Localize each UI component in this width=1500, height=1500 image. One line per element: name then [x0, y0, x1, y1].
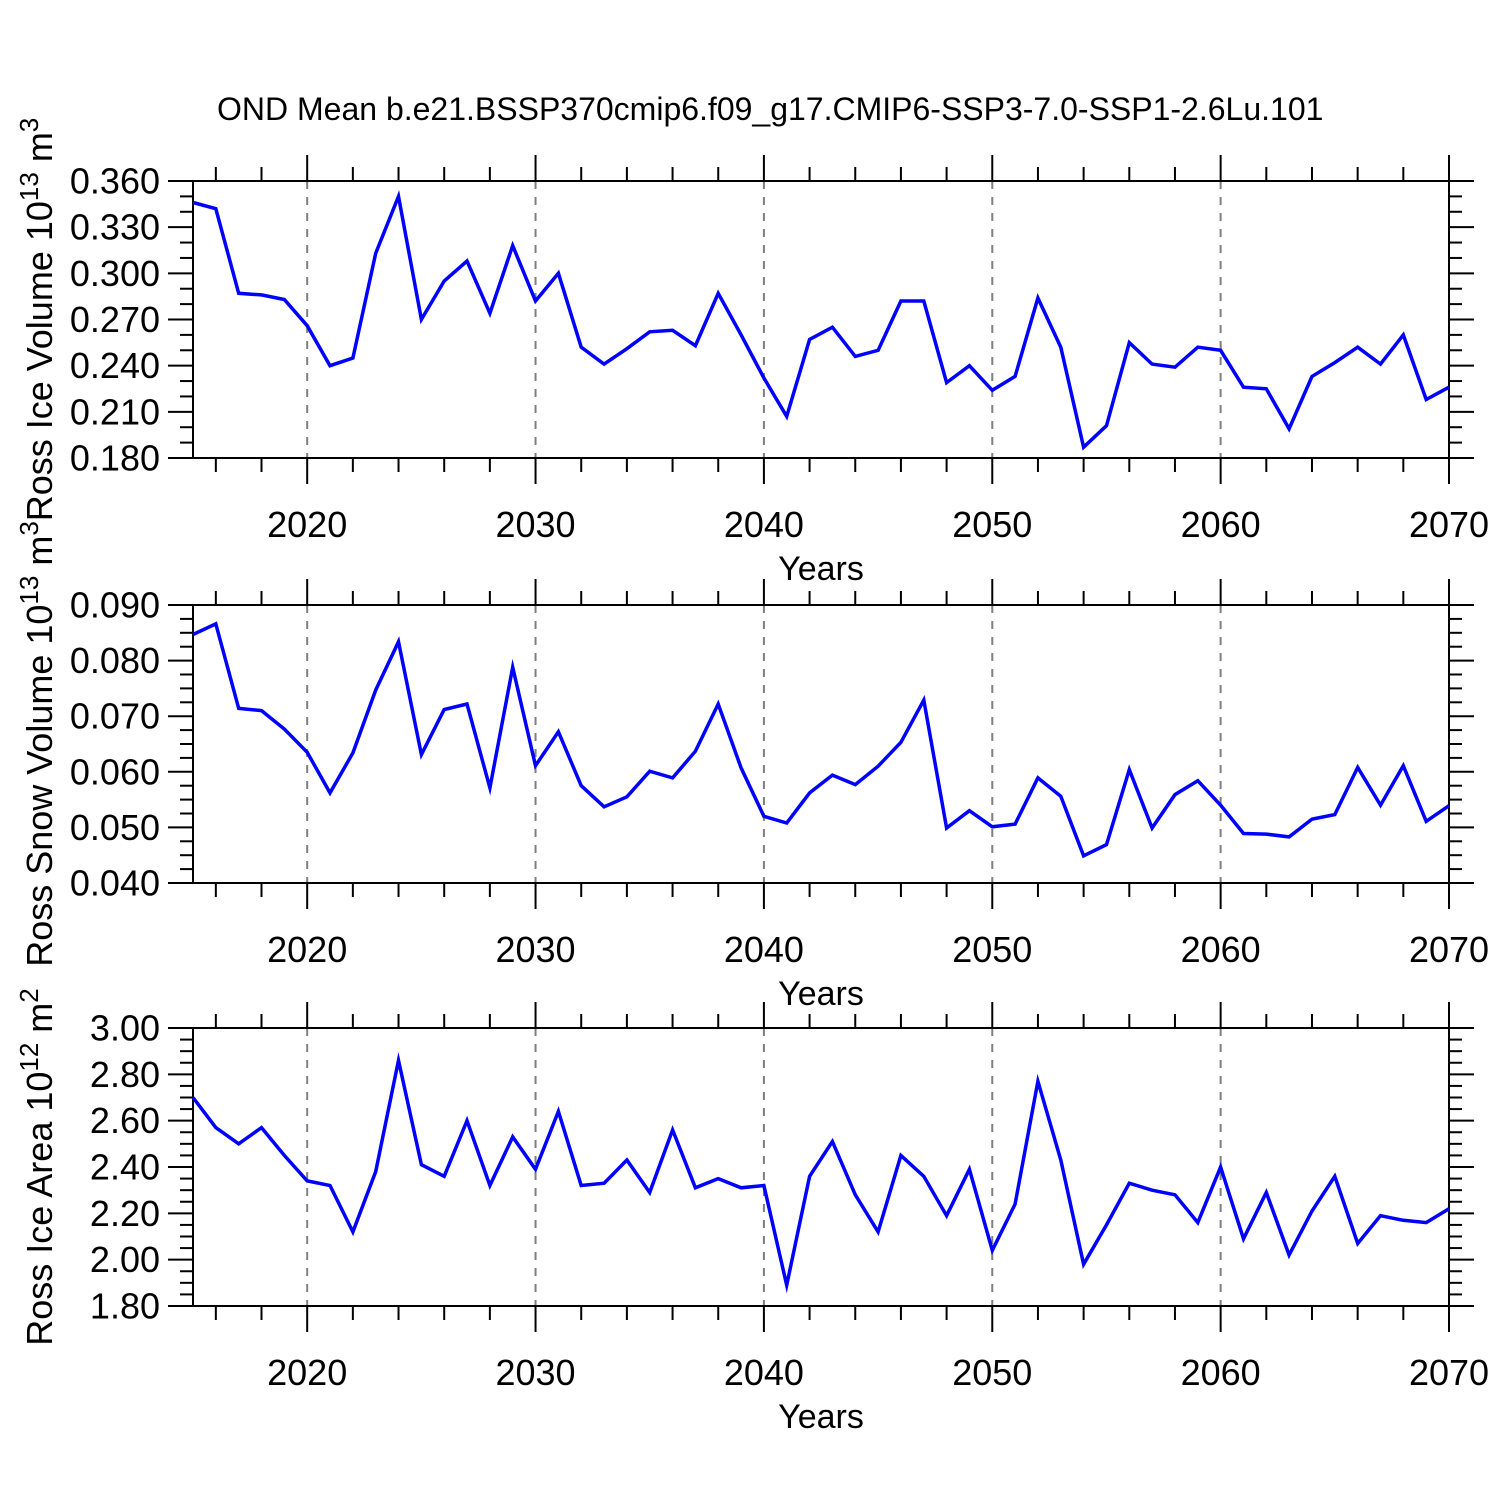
- panel-3: 2020 2030 2040 2050 2060 2070 1.80 2.00 2.20 2.40…: [14, 988, 1489, 1436]
- series-line-panel-1: [192, 190, 1450, 451]
- y-axis-title-sup: 13: [14, 576, 44, 605]
- x-tick-label-2040: 2040: [724, 504, 804, 545]
- x-tick-label-2070: 2070: [1409, 504, 1489, 545]
- x-tick-label-2050: 2050: [952, 1352, 1032, 1393]
- y-axis-title-sup: 13: [14, 172, 44, 201]
- y-axis-title-text: m: [19, 536, 60, 576]
- x-tick-label-2070: 2070: [1409, 929, 1489, 970]
- y-axis-title: Ross Ice Area 1012 m2: [14, 988, 60, 1346]
- x-tick-label-2020: 2020: [267, 1352, 347, 1393]
- plot-frame: [192, 604, 1450, 884]
- y-axis-title-sup: 2: [14, 988, 44, 1002]
- x-tick-label-2030: 2030: [495, 504, 575, 545]
- y-axis-title-text: m: [19, 1003, 60, 1043]
- y-axis-title-text: Ross Ice Area 10: [19, 1072, 60, 1346]
- y-tick-label-0.210: 0.210: [70, 391, 160, 432]
- y-tick-label-0.040: 0.040: [70, 863, 160, 904]
- y-axis-title-sup: 12: [14, 1043, 44, 1072]
- x-tick-label-2020: 2020: [267, 504, 347, 545]
- x-tick-label-2030: 2030: [495, 929, 575, 970]
- y-axis-title-text: Ross Snow Volume 10: [19, 605, 60, 967]
- y-tick-label-0.360: 0.360: [70, 161, 160, 202]
- x-tick-label-2060: 2060: [1181, 504, 1261, 545]
- panel-1: 2020 2030 2040 2050 2060 2070 0.180 0.210 0.240 0…: [14, 118, 1489, 588]
- x-axis-title: Years: [778, 975, 864, 1013]
- x-tick-label-2060: 2060: [1181, 929, 1261, 970]
- x-tick-label-2050: 2050: [952, 929, 1032, 970]
- y-axis-title-sup: 3: [14, 521, 44, 535]
- y-tick-label-2.80: 2.80: [90, 1054, 160, 1095]
- y-tick-label-0.300: 0.300: [70, 253, 160, 294]
- y-axis-title-text: m: [19, 132, 60, 172]
- plot-frame: [192, 1027, 1450, 1307]
- series-line-panel-2: [192, 621, 1450, 859]
- y-tick-label-2.00: 2.00: [90, 1239, 160, 1280]
- y-axis-title: Ross Ice Volume 1013 m3: [14, 118, 60, 522]
- x-tick-label-2050: 2050: [952, 504, 1032, 545]
- y-axis-title: Ross Snow Volume 1013 m3: [14, 521, 60, 967]
- y-tick-label-0.240: 0.240: [70, 345, 160, 386]
- series-line-panel-3: [191, 1051, 1450, 1294]
- y-axis-title-sup: 3: [14, 118, 44, 132]
- panel-2: 2020 2030 2040 2050 2060 2070 0.040 0.050 0.060 0…: [14, 521, 1489, 1013]
- y-tick-label-0.050: 0.050: [70, 807, 160, 848]
- y-tick-label-2.40: 2.40: [90, 1147, 160, 1188]
- plot-frame: [192, 180, 1450, 459]
- y-tick-label-2.20: 2.20: [90, 1193, 160, 1234]
- x-tick-label-2070: 2070: [1409, 1352, 1489, 1393]
- y-tick-label-0.270: 0.270: [70, 299, 160, 340]
- y-tick-label-0.180: 0.180: [70, 438, 160, 479]
- x-axis-title: Years: [778, 1398, 864, 1436]
- y-tick-label-1.80: 1.80: [90, 1286, 160, 1327]
- y-tick-label-0.070: 0.070: [70, 696, 160, 737]
- y-tick-label-0.330: 0.330: [70, 207, 160, 248]
- y-axis-title-text: Ross Ice Volume 10: [19, 201, 60, 521]
- y-tick-label-2.60: 2.60: [90, 1100, 160, 1141]
- x-tick-label-2030: 2030: [495, 1352, 575, 1393]
- x-tick-label-2060: 2060: [1181, 1352, 1261, 1393]
- y-tick-label-0.060: 0.060: [70, 751, 160, 792]
- y-tick-label-3.00: 3.00: [90, 1008, 160, 1049]
- panels-group: 2020 2030 2040 2050 2060 2070 0.180 0.210 0.240 0…: [14, 118, 1489, 1436]
- x-tick-label-2040: 2040: [724, 929, 804, 970]
- chart-title: OND Mean b.e21.BSSP370cmip6.f09_g17.CMIP…: [217, 91, 1323, 127]
- y-tick-label-0.080: 0.080: [70, 640, 160, 681]
- x-tick-label-2020: 2020: [267, 929, 347, 970]
- x-axis-title: Years: [778, 550, 864, 588]
- x-tick-label-2040: 2040: [724, 1352, 804, 1393]
- y-tick-label-0.090: 0.090: [70, 585, 160, 626]
